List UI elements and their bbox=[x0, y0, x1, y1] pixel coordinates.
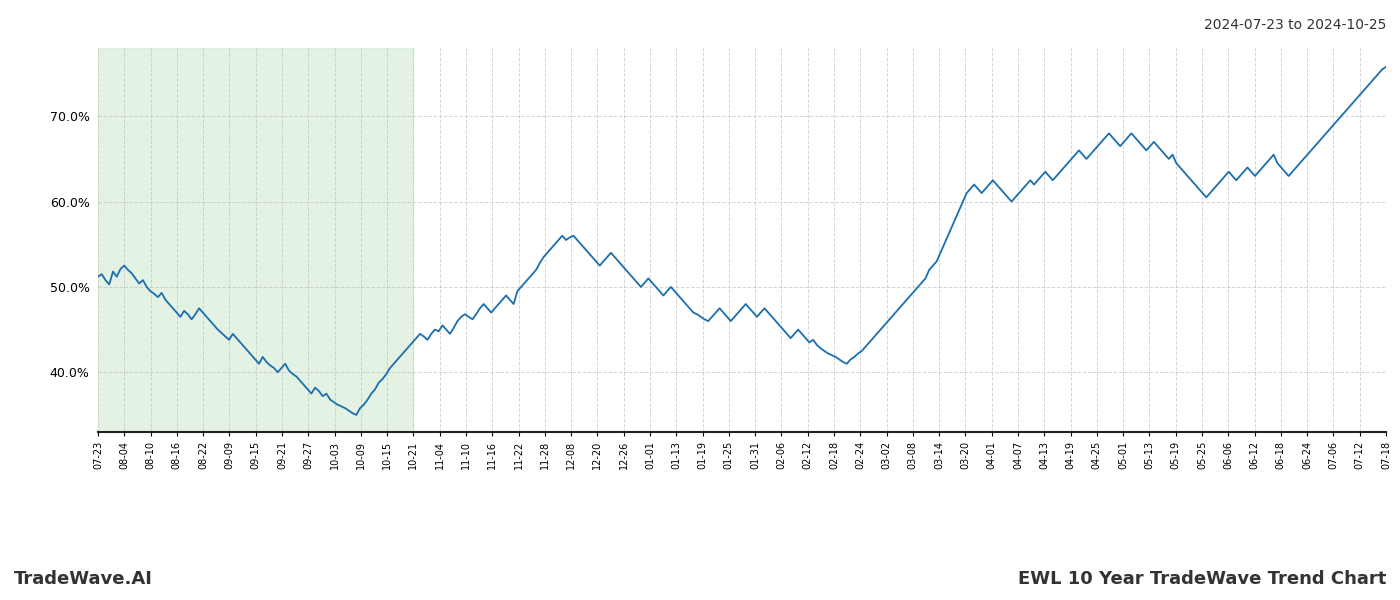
Text: TradeWave.AI: TradeWave.AI bbox=[14, 570, 153, 588]
Text: EWL 10 Year TradeWave Trend Chart: EWL 10 Year TradeWave Trend Chart bbox=[1018, 570, 1386, 588]
Bar bbox=[98, 48, 413, 432]
Text: 2024-07-23 to 2024-10-25: 2024-07-23 to 2024-10-25 bbox=[1204, 18, 1386, 32]
